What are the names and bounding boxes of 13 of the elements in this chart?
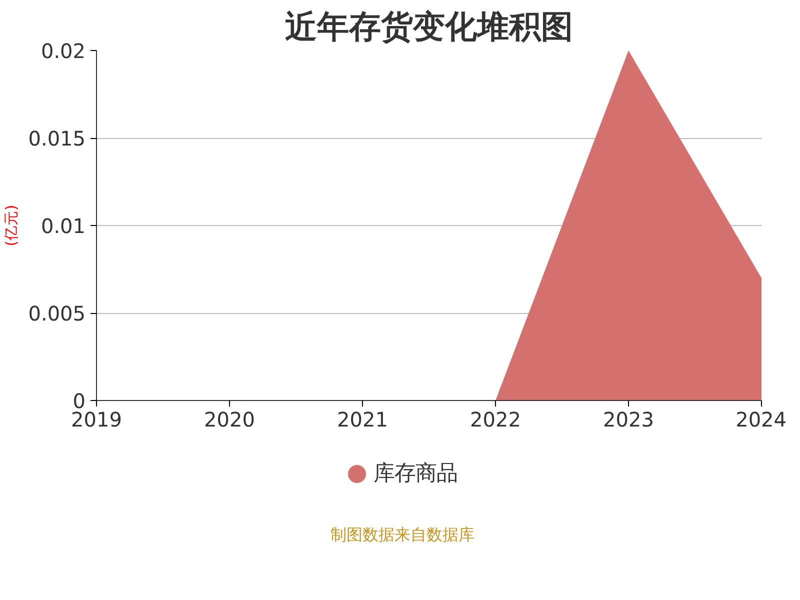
text: 制图数据来自数据库 (330, 524, 474, 546)
legend-label: 库存商品 (374, 461, 458, 486)
y-tick-label: 0.02 (40, 39, 86, 63)
y-tick-label: 0.01 (40, 214, 86, 238)
y-tick-label: 0.015 (28, 126, 86, 150)
x-tick-label: 2023 (603, 408, 654, 432)
y-axis-title: (亿元) (3, 204, 20, 246)
x-tick-label: 2024 (736, 408, 787, 432)
y-tick-label: 0.005 (28, 302, 86, 326)
chart-title: 近年存货变化堆积图 (285, 8, 573, 46)
x-tick-label: 2022 (470, 408, 521, 432)
x-tick-label: 2020 (204, 408, 255, 432)
x-tick-label: 2021 (337, 408, 388, 432)
